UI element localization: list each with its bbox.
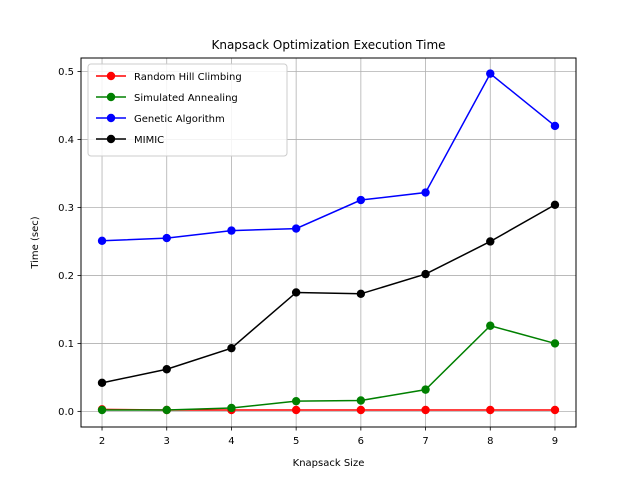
y-tick-label: 0.2 (58, 271, 74, 282)
legend-item: MIMIC (96, 134, 164, 146)
data-point (550, 200, 560, 209)
data-point (550, 121, 560, 131)
series-layer (97, 69, 560, 415)
legend-marker (106, 92, 116, 102)
data-point (291, 288, 301, 297)
y-axis-label: Time (sec) (30, 216, 41, 269)
x-tick-label: 6 (358, 436, 364, 447)
data-point (421, 405, 430, 415)
x-tick-label: 9 (552, 436, 558, 447)
y-tick-label: 0.0 (58, 407, 74, 418)
series-genetic-algorithm (97, 69, 560, 246)
x-tick-label: 4 (228, 436, 234, 447)
x-tick-label: 2 (99, 436, 105, 447)
series-simulated-annealing (97, 321, 560, 415)
legend-label: Random Hill Climbing (134, 72, 242, 83)
y-tick-label: 0.1 (58, 339, 74, 350)
data-point (97, 405, 107, 415)
series-line (101, 72, 556, 242)
y-tick-label: 0.3 (58, 203, 74, 214)
legend-marker (106, 134, 116, 144)
data-point (421, 385, 430, 394)
x-tick-label: 5 (293, 436, 299, 447)
data-point (486, 69, 495, 78)
data-point (291, 224, 301, 233)
data-point (421, 188, 430, 197)
legend-item: Genetic Algorithm (96, 113, 225, 125)
data-point (162, 365, 171, 374)
data-point (421, 269, 430, 279)
legend-marker (106, 113, 116, 123)
y-tick-label: 0.4 (58, 135, 74, 146)
series-mimic (97, 200, 560, 388)
data-point (97, 378, 107, 388)
data-point (227, 226, 236, 235)
x-tick-label: 7 (422, 436, 428, 447)
series-line (101, 204, 556, 384)
data-point (291, 396, 301, 406)
data-point (550, 339, 560, 348)
legend-label: MIMIC (134, 135, 164, 146)
series-line (102, 324, 556, 411)
legend-label: Genetic Algorithm (134, 114, 225, 125)
axis-ticks: 2 3 4 5 6 7 8 9 0.0 0.1 0.2 0.3 0.4 0.5 (58, 67, 558, 447)
data-point (486, 405, 495, 415)
y-tick-label: 0.5 (58, 67, 74, 78)
data-point (486, 321, 495, 330)
data-point (356, 195, 366, 205)
chart-title: Knapsack Optimization Execution Time (211, 38, 445, 52)
x-tick-label: 8 (487, 436, 493, 447)
data-point (162, 405, 171, 415)
data-point (356, 289, 366, 299)
data-point (550, 405, 560, 415)
legend-box (87, 63, 288, 157)
legend-label: Simulated Annealing (134, 93, 238, 104)
data-point (162, 233, 171, 243)
legend: Random Hill Climbing Simulated Annealing G… (87, 63, 288, 157)
legend-item: Random Hill Climbing (96, 71, 242, 83)
legend-marker (106, 71, 116, 81)
x-tick-label: 3 (164, 436, 170, 447)
data-point (291, 405, 301, 415)
data-point (97, 236, 107, 246)
data-point (227, 403, 236, 413)
legend-item: Simulated Annealing (96, 92, 238, 104)
data-point (356, 405, 366, 415)
data-point (227, 343, 236, 353)
plot-frame (80, 57, 577, 428)
data-point (356, 396, 366, 405)
data-point (486, 237, 495, 246)
x-axis-label: Knapsack Size (293, 458, 365, 469)
